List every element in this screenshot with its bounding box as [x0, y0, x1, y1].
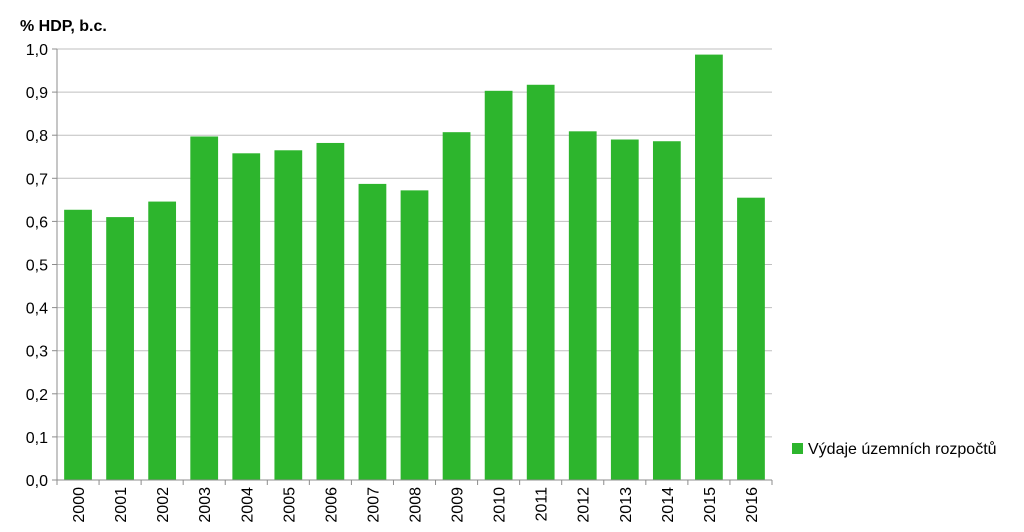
y-tick-label: 0,3 [26, 344, 48, 361]
bar [64, 209, 92, 480]
x-tick-label: 2012 [576, 487, 593, 523]
x-tick-label: 2002 [155, 487, 172, 523]
x-tick-label: 2006 [323, 487, 340, 523]
bar [190, 136, 219, 481]
y-tick-label: 0,0 [26, 473, 48, 490]
bar [652, 141, 681, 480]
bar [400, 190, 429, 481]
axes [56, 49, 772, 481]
bar [737, 197, 765, 480]
bar [358, 183, 387, 480]
x-tick-label: 2014 [660, 487, 677, 523]
x-tick-label: 2005 [281, 487, 298, 523]
x-tick-label: 2015 [702, 487, 719, 523]
x-tick-label: 2013 [618, 487, 635, 523]
x-tick-label: 2001 [113, 487, 130, 523]
bar [148, 201, 177, 480]
legend-label: Výdaje územních rozpočtů [808, 440, 997, 458]
bar [526, 84, 555, 480]
y-tick-label: 0,8 [26, 128, 48, 145]
bar [695, 54, 723, 481]
y-tick-label: 0,5 [26, 258, 48, 275]
bar [568, 131, 597, 481]
x-tick-labels: 2000 2001 2002 2003 2004 2005 2006 2007 2008 2009… [71, 487, 761, 523]
legend: Výdaje územních rozpočtů [792, 440, 997, 458]
y-tick-labels: 0,0 0,1 0,2 0,3 0,4 0,5 0,6 0,7 0,8 0,9 1,0 [26, 42, 48, 490]
x-tick-label: 2008 [408, 487, 425, 523]
y-tick-label: 0,4 [26, 301, 48, 318]
legend-swatch [792, 443, 803, 454]
x-tick-label: 2004 [239, 487, 256, 523]
bar [442, 132, 471, 481]
y-tick-label: 0,9 [26, 85, 48, 102]
y-tick-label: 1,0 [26, 42, 48, 59]
x-tick-label: 2000 [71, 487, 88, 523]
x-tick-label: 2010 [492, 487, 509, 523]
bars [64, 54, 765, 481]
y-tick-label: 0,1 [26, 430, 48, 447]
bar [232, 153, 261, 480]
bar [274, 150, 303, 480]
y-axis-title: % HDP, b.c. [20, 18, 107, 35]
x-tick-label: 2003 [197, 487, 214, 523]
bar [484, 90, 513, 480]
y-tick-label: 0,6 [26, 214, 48, 231]
y-tick-label: 0,7 [26, 171, 48, 188]
y-tick-label: 0,2 [26, 387, 48, 404]
x-tick-label: 2016 [744, 487, 761, 523]
bar [316, 142, 345, 480]
x-tick-label: 2007 [365, 487, 382, 523]
x-tick-label: 2009 [450, 487, 467, 523]
bar [610, 139, 639, 480]
x-tick-label: 2011 [534, 487, 551, 522]
bar [106, 217, 134, 480]
